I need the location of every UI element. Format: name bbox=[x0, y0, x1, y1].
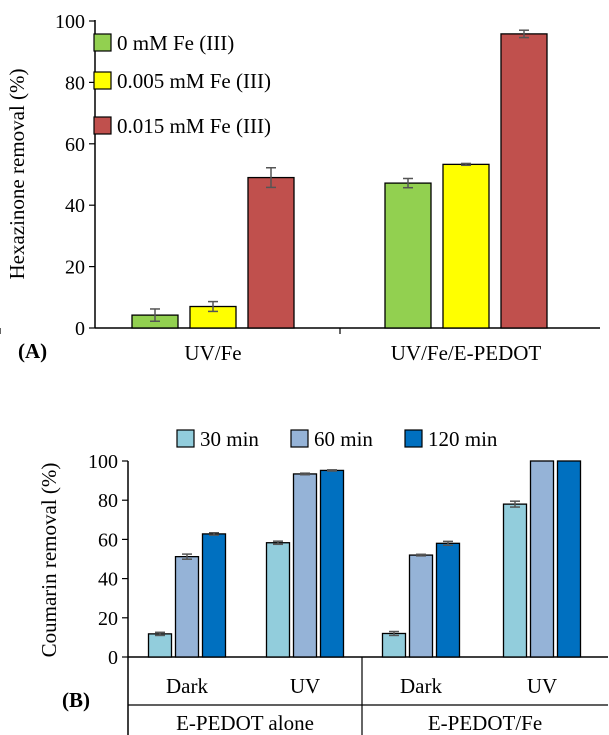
y-tick-label: 20 bbox=[65, 257, 85, 279]
y-tick-label: 0 bbox=[75, 318, 85, 340]
bar bbox=[529, 460, 555, 658]
category-label: UV/Fe bbox=[184, 341, 241, 365]
bar bbox=[435, 542, 461, 658]
y-axis-label-b: Coumarin removal (%) bbox=[37, 463, 61, 658]
legend-swatch bbox=[93, 71, 112, 90]
category-label: UV bbox=[290, 674, 320, 698]
category-label: Dark bbox=[400, 674, 442, 698]
y-tick-label: 100 bbox=[88, 451, 118, 473]
legend-swatch bbox=[290, 429, 309, 448]
bar bbox=[319, 469, 345, 658]
legend-swatch bbox=[93, 116, 112, 135]
bar bbox=[384, 182, 432, 329]
y-tick-label: 80 bbox=[65, 72, 85, 94]
bar bbox=[408, 554, 434, 658]
legend-label: 30 min bbox=[200, 427, 259, 451]
y-tick-label: 20 bbox=[98, 608, 118, 630]
y-tick-label: 100 bbox=[55, 11, 85, 33]
bar bbox=[265, 542, 291, 658]
legend-swatch bbox=[404, 429, 423, 448]
bar bbox=[174, 555, 200, 658]
y-axis-label-a: Hexazinone removal (%) bbox=[5, 68, 29, 279]
panel-label-a: (A) bbox=[18, 339, 47, 363]
legend-label: 0.015 mM Fe (III) bbox=[117, 114, 271, 138]
y-tick-label: 80 bbox=[98, 490, 118, 512]
legend-swatch bbox=[176, 429, 195, 448]
group-label: E-PEDOT alone bbox=[176, 711, 314, 735]
panel-label-b: (B) bbox=[62, 688, 90, 712]
chart-panel-b: Coumarin removal (%) (B) 0 20 40 60 80 100 Da… bbox=[37, 427, 608, 735]
legend-label: 0.005 mM Fe (III) bbox=[117, 69, 271, 93]
category-label: Dark bbox=[166, 674, 208, 698]
y-tick-label: 0 bbox=[108, 647, 118, 669]
bar bbox=[381, 632, 407, 658]
legend-label: 0 mM Fe (III) bbox=[117, 31, 234, 55]
category-label: UV bbox=[527, 674, 557, 698]
y-tick-label: 40 bbox=[98, 569, 118, 591]
chart-panel-a: Hexazinone removal (%) (A) 020406080100 … bbox=[0, 11, 600, 365]
bar bbox=[147, 633, 173, 658]
category-label: UV/Fe/E-PEDOT bbox=[391, 341, 542, 365]
y-tick-label: 60 bbox=[65, 134, 85, 156]
bar bbox=[292, 473, 318, 658]
bar bbox=[201, 533, 227, 658]
bar bbox=[556, 460, 582, 658]
legend-swatch bbox=[93, 33, 112, 52]
bar bbox=[500, 33, 548, 329]
y-tick-label: 60 bbox=[98, 529, 118, 551]
group-label: E-PEDOT/Fe bbox=[428, 711, 542, 735]
legend-label: 60 min bbox=[314, 427, 373, 451]
bar bbox=[442, 163, 490, 329]
y-tick-label: 40 bbox=[65, 195, 85, 217]
legend-label: 120 min bbox=[428, 427, 498, 451]
bar bbox=[247, 176, 295, 329]
bar bbox=[502, 503, 528, 658]
